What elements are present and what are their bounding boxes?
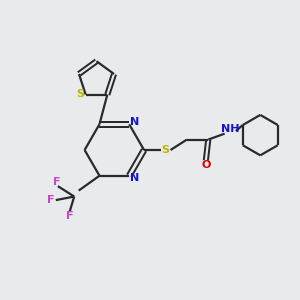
- Text: O: O: [201, 160, 211, 170]
- Text: S: S: [76, 89, 84, 99]
- Text: F: F: [53, 177, 61, 187]
- Text: N: N: [130, 117, 139, 127]
- Text: N: N: [130, 173, 139, 183]
- Text: S: S: [161, 145, 169, 155]
- Text: F: F: [47, 195, 54, 205]
- Text: NH: NH: [221, 124, 239, 134]
- Text: F: F: [66, 212, 74, 221]
